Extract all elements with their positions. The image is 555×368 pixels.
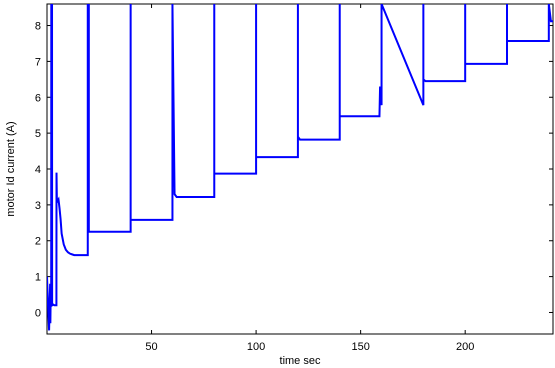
y-tick-label: 3 — [35, 200, 41, 212]
y-axis-label: motor Id current (A) — [5, 121, 17, 216]
x-tick-label: 150 — [351, 341, 369, 353]
plot-area — [46, 3, 554, 335]
y-tick-label: 4 — [35, 164, 41, 176]
y-tick-label: 1 — [35, 272, 41, 284]
series-layer — [47, 4, 553, 331]
x-tick-label: 100 — [247, 341, 265, 353]
x-axis-ticks: 50 100 150 200 — [145, 4, 474, 353]
y-tick-label: 2 — [35, 236, 41, 248]
x-axis-label: time sec — [280, 355, 321, 367]
x-tick-label: 50 — [145, 341, 157, 353]
x-tick-label: 200 — [456, 341, 474, 353]
series-line-0 — [47, 4, 553, 331]
y-tick-label: 8 — [35, 21, 41, 33]
y-tick-label: 0 — [35, 307, 41, 319]
y-tick-label: 7 — [35, 56, 41, 68]
y-tick-label: 5 — [35, 128, 41, 140]
y-tick-label: 6 — [35, 92, 41, 104]
